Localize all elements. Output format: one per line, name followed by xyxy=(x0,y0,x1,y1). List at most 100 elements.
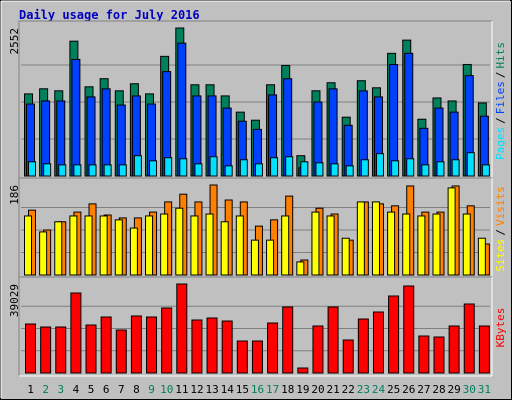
bar xyxy=(221,320,233,374)
bar xyxy=(326,215,335,276)
bar xyxy=(462,213,471,276)
bar xyxy=(433,336,445,374)
bar xyxy=(254,163,263,177)
bar xyxy=(86,96,96,177)
x-tick-label: 21 xyxy=(327,383,340,396)
x-tick-label: 26 xyxy=(402,383,415,396)
bar xyxy=(103,164,112,177)
bar xyxy=(375,153,384,177)
y-tick-label: 2552 xyxy=(8,28,21,55)
bar xyxy=(402,213,411,276)
bar xyxy=(209,156,218,177)
bar xyxy=(328,88,338,177)
bar xyxy=(99,215,108,276)
y-tick-label: 39029 xyxy=(8,284,21,317)
legend-entry: Visits xyxy=(494,186,507,226)
bar xyxy=(251,340,263,374)
bar xyxy=(160,213,169,276)
bar xyxy=(69,215,78,276)
x-tick-label: 14 xyxy=(221,383,235,396)
bar xyxy=(315,162,324,177)
bar xyxy=(281,215,290,276)
bar xyxy=(447,187,456,276)
bar xyxy=(70,292,82,374)
bar xyxy=(133,155,142,177)
bar xyxy=(224,165,233,177)
bar xyxy=(285,156,294,177)
bar xyxy=(282,306,294,374)
x-tick-label: 28 xyxy=(432,383,445,396)
bar xyxy=(205,213,214,276)
x-tick-label: 16 xyxy=(251,383,264,396)
bar xyxy=(421,164,430,177)
bar xyxy=(236,340,248,374)
bar xyxy=(100,316,112,374)
x-tick-label: 22 xyxy=(342,383,355,396)
bar xyxy=(418,335,430,374)
bar xyxy=(220,221,229,276)
legend-entry: Hits xyxy=(494,42,507,69)
x-tick-label: 18 xyxy=(281,383,294,396)
bar xyxy=(478,325,490,374)
x-tick-label: 2 xyxy=(42,383,49,396)
legend-entry: Pages xyxy=(494,127,507,160)
bar xyxy=(146,316,158,374)
bar xyxy=(432,213,441,276)
bar xyxy=(24,215,32,276)
separator: / xyxy=(494,229,507,236)
x-tick-label: 20 xyxy=(311,383,324,396)
bar xyxy=(118,164,127,177)
bar xyxy=(164,157,173,177)
bar xyxy=(267,322,279,374)
bar xyxy=(372,311,384,374)
bar xyxy=(73,164,82,177)
x-tick-label: 4 xyxy=(73,383,80,396)
bar xyxy=(176,283,188,374)
x-tick-label: 13 xyxy=(205,383,218,396)
bar xyxy=(39,231,48,276)
bar xyxy=(296,261,305,276)
bar xyxy=(371,201,380,276)
bar xyxy=(101,88,111,177)
bar xyxy=(406,158,415,177)
series-label: Pages / Files / Hits xyxy=(494,42,507,160)
legend-entry: Sites xyxy=(494,239,507,272)
x-tick-label: 19 xyxy=(296,383,309,396)
bar xyxy=(194,163,203,177)
x-tick-label: 6 xyxy=(103,383,110,396)
bar xyxy=(114,219,123,276)
bar xyxy=(477,237,486,276)
bar xyxy=(356,201,365,276)
x-tick-label: 7 xyxy=(118,383,125,396)
bar xyxy=(270,157,279,177)
bar xyxy=(451,159,460,177)
bar xyxy=(190,215,199,276)
bar xyxy=(345,165,354,177)
x-tick-label: 30 xyxy=(463,383,476,396)
x-tick-label: 12 xyxy=(190,383,203,396)
bar xyxy=(55,326,67,374)
bar xyxy=(357,318,369,374)
x-tick-label: 29 xyxy=(448,383,461,396)
x-tick-label: 24 xyxy=(372,383,386,396)
bar xyxy=(417,215,426,276)
series-label: Sites / Visits xyxy=(494,186,507,272)
bar xyxy=(54,221,63,276)
series-label: KBytes xyxy=(494,308,507,348)
x-tick-label: 3 xyxy=(58,383,65,396)
bar xyxy=(145,215,154,276)
x-tick-label: 10 xyxy=(160,383,173,396)
bar xyxy=(235,215,244,276)
x-tick-label: 9 xyxy=(148,383,155,396)
bar xyxy=(25,323,36,374)
x-tick-label: 27 xyxy=(417,383,430,396)
bar xyxy=(149,160,158,177)
bar xyxy=(448,325,460,374)
bar xyxy=(40,326,52,374)
x-tick-label: 5 xyxy=(88,383,95,396)
bar xyxy=(58,164,67,177)
x-tick-label: 8 xyxy=(133,383,140,396)
bar xyxy=(43,163,52,177)
bar xyxy=(300,161,309,177)
